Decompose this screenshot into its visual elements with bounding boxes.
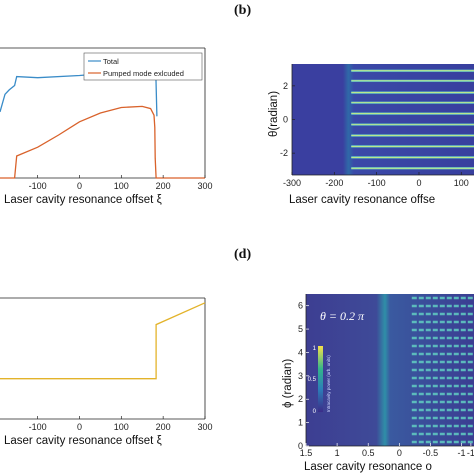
panel-c: -100 0 100 200 300 Laser cavity resonance of… [0,297,213,447]
panel-c-x-tick-label: -100 [29,422,47,432]
colorbar-tick-0-5: 0.5 [308,377,317,383]
panel-b: (b) -300 -200 -100 0 100 2 0 -2 θ(radian) Lase… [234,3,474,206]
panel-b-x-tick-label: 0 [416,178,421,188]
panel-d-x-tick-label: 1 [335,448,340,458]
legend-label-total: Total [103,57,119,66]
panel-d: (d) θ = 0.2 π 1 0.5 0 Intracavity power … [234,247,474,473]
panel-c-axes [0,297,206,420]
series-line-pumped-mode-exlcuded [0,105,205,179]
panel-a-x-tick-label: 200 [156,181,171,191]
panel-b-yticks: 2 0 -2 [280,81,295,158]
panel-d-xlabel: Laser cavity resonance o [304,461,432,473]
panel-b-x-tick-label: 100 [454,178,469,188]
panel-d-fringes [411,296,474,444]
panel-b-label: (b) [234,3,251,18]
panel-d-y-tick-label: 2 [298,394,303,404]
panel-d-ylabel: ϕ (radian) [282,359,294,408]
panel-a-x-tick-label: 0 [77,181,82,191]
legend-label-pumped: Pumped mode exlcuded [103,69,184,78]
panel-a: -100 0 100 200 300 Total Pumped mode exlcude… [0,47,213,206]
panel-c-xlabel: Laser cavity resonance offset ξ [4,435,162,447]
panel-d-y-tick-label: 0 [298,441,303,451]
panel-b-fringes [351,69,474,170]
series-line-0 [0,302,206,380]
panel-c-x-tick-label: 200 [156,422,171,432]
panel-a-xlabel: Laser cavity resonance offset ξ [4,194,162,206]
panel-b-xlabel: Laser cavity resonance offse [289,194,435,206]
panel-d-y-tick-label: 4 [298,347,303,357]
panel-b-ylabel: θ(radian) [268,91,280,137]
panel-c-x-tick-label: 300 [197,422,212,432]
panel-d-x-tick-label: -0.5 [423,448,439,458]
panel-d-y-tick-label: 3 [298,371,303,381]
panel-b-xticks: -300 -200 -100 0 100 [283,172,469,188]
colorbar-label: Intracavity power (arb. units) [326,355,331,412]
panel-d-y-tick-label: 5 [298,324,303,334]
panel-d-xticks: 1.5 1 0.5 0 -0.5 -1 -1 [300,443,474,458]
panel-c-x-tick-label: 0 [77,422,82,432]
panel-d-x-tick-label: 0 [397,448,402,458]
colorbar-tick-0: 0 [313,409,317,415]
panel-d-colorbar [318,346,323,412]
panel-b-y-tick-label: -2 [280,148,288,158]
panel-d-x-tick-label: -1 [458,448,466,458]
panel-b-x-tick-label: -200 [325,178,343,188]
panel-a-xticks: -100 0 100 200 300 [29,175,213,191]
panel-a-x-tick-label: -100 [29,181,47,191]
panel-c-xticks: -100 0 100 200 300 [29,416,213,432]
panel-d-x-tick-label: 1.5 [300,448,313,458]
panel-a-x-tick-label: 300 [197,181,212,191]
panel-d-heatmap [306,294,474,446]
panel-a-x-tick-label: 100 [114,181,129,191]
panel-d-x-tick-label: -1 [467,448,474,458]
panel-b-x-tick-label: -300 [283,178,301,188]
panel-d-x-tick-label: 0.5 [362,448,375,458]
panel-d-yticks: 6 5 4 3 2 1 0 [298,301,309,451]
panel-d-y-tick-label: 6 [298,301,303,311]
panel-b-y-tick-label: 2 [283,81,288,91]
panel-a-legend: Total Pumped mode exlcuded [83,52,203,81]
panel-d-label: (d) [234,247,251,262]
panel-b-x-tick-label: -100 [368,178,386,188]
panel-d-y-tick-label: 1 [298,418,303,428]
colorbar-tick-1: 1 [313,346,317,352]
panel-c-x-tick-label: 100 [114,422,129,432]
panel-c-series [0,302,206,380]
panel-d-annotation: θ = 0.2 π [320,309,365,323]
panel-b-y-tick-label: 0 [283,115,288,125]
panel-a-series [0,64,205,179]
